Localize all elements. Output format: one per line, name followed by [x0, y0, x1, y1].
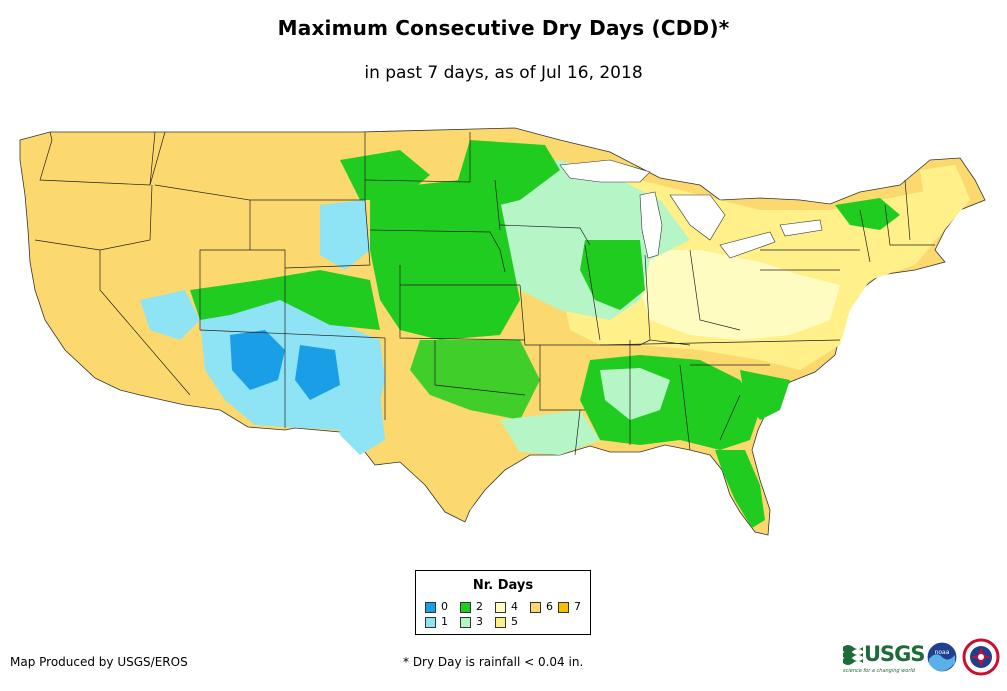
region-newengland-green — [835, 198, 900, 230]
region-southeast-mint — [600, 368, 670, 420]
dry-day-footnote: * Dry Day is rainfall < 0.04 in. — [403, 655, 584, 669]
legend-label: 2 — [476, 600, 483, 613]
nws-logo — [962, 638, 1000, 676]
legend-swatch — [460, 602, 471, 613]
legend-swatch — [425, 602, 436, 613]
legend-swatch — [495, 617, 506, 628]
legend: Nr. Days 0 1 2 3 4 5 6 7 — [415, 570, 591, 635]
legend-title: Nr. Days — [472, 578, 534, 593]
legend-label: 7 — [574, 600, 581, 613]
region-plains-green — [370, 180, 520, 340]
legend-label: 0 — [441, 600, 448, 613]
cdd-map — [19, 127, 986, 536]
region-az-dark-blue — [230, 330, 285, 390]
usgs-wordmark: USGS — [864, 642, 926, 666]
noaa-logo: noaa — [926, 641, 958, 673]
legend-label: 6 — [546, 600, 553, 613]
legend-swatch — [460, 617, 471, 628]
lake-superior — [559, 159, 651, 183]
legend-label: 5 — [511, 615, 518, 628]
legend-label: 1 — [441, 615, 448, 628]
region-carolina-green — [740, 370, 790, 420]
noaa-logo-text: noaa — [935, 649, 950, 656]
lake-huron — [669, 194, 726, 241]
region-texas-dry — [395, 400, 500, 510]
map-title: Maximum Consecutive Dry Days (CDD)* — [277, 16, 730, 40]
region-nm-dark-blue — [295, 345, 340, 400]
region-tx-ok-green — [410, 340, 540, 420]
state-boundaries — [34, 131, 935, 456]
legend-swatch — [425, 617, 436, 628]
region-florida-green — [715, 450, 765, 528]
usgs-tagline: science for a changing world — [843, 668, 915, 674]
lake-ontario — [779, 219, 823, 237]
region-maine-light — [920, 165, 968, 220]
legend-label: 4 — [511, 600, 518, 613]
map-credit: Map Produced by USGS/EROS — [10, 655, 188, 669]
legend-swatch — [495, 602, 506, 613]
legend-label: 3 — [476, 615, 483, 628]
lake-michigan — [639, 191, 663, 259]
region-southwest-blue — [200, 300, 385, 430]
region-montana-green — [340, 150, 430, 200]
region-dakota-green — [455, 140, 560, 210]
region-illinois-green — [580, 240, 645, 310]
region-gulf-mint — [500, 410, 600, 455]
region-wy-blue — [320, 200, 370, 270]
map-subtitle: in past 7 days, as of Jul 16, 2018 — [364, 63, 643, 83]
lake-erie — [719, 231, 776, 259]
region-tx-blue — [335, 395, 385, 455]
region-ohio-valley — [640, 250, 840, 340]
region-nv-blue — [140, 290, 200, 340]
usgs-logo — [843, 645, 863, 665]
legend-swatch — [530, 602, 541, 613]
legend-swatch — [558, 602, 569, 613]
